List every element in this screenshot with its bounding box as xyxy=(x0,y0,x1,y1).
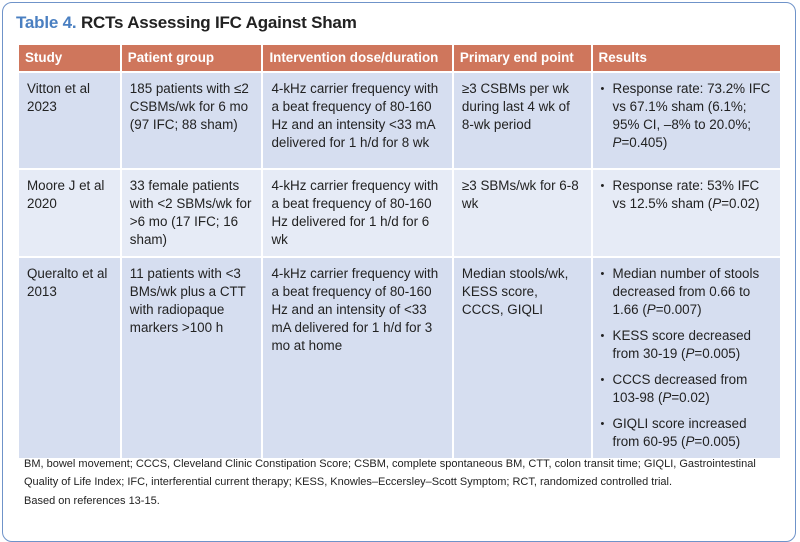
p-value-label: P xyxy=(685,346,695,361)
header-patient-group: Patient group xyxy=(119,43,264,73)
study-cell: Moore J et al 2020 xyxy=(17,168,122,258)
header-row: Study Patient group Intervention dose/du… xyxy=(17,43,783,73)
study-cell: Queralto et al 2013 xyxy=(17,256,122,460)
p-value-label: P xyxy=(646,302,656,317)
result-text: =0.007) xyxy=(655,302,702,317)
endpoint-cell: ≥3 SBMs/wk for 6-8 wk xyxy=(451,168,593,258)
p-value-label: P xyxy=(662,390,672,405)
study-cell: Vitton et al 2023 xyxy=(17,71,122,170)
results-cell: Response rate: 73.2% IFC vs 67.1% sham (… xyxy=(590,71,783,170)
result-text: KESS score decreased from 30-19 ( xyxy=(612,328,751,361)
table-label: Table 4. xyxy=(16,13,77,32)
p-value-label: P xyxy=(612,135,622,150)
result-text: Response rate: 53% IFC vs 12.5% sham ( xyxy=(612,178,760,211)
table-row: Moore J et al 2020 33 female patients wit… xyxy=(17,168,783,258)
result-item: Response rate: 73.2% IFC vs 67.1% sham (… xyxy=(601,80,772,152)
result-text: =0.02) xyxy=(671,390,710,405)
result-text: =0.02) xyxy=(721,196,760,211)
endpoint-cell: ≥3 CSBMs per wk during last 4 wk of 8-wk… xyxy=(451,71,593,170)
abbreviations: BM, bowel movement; CCCS, Cleveland Clin… xyxy=(24,458,756,488)
table-title: Table 4. RCTs Assessing IFC Against Sham xyxy=(16,13,357,33)
result-text: CCCS decreased from 103-98 ( xyxy=(612,372,748,405)
references: Based on references 13-15. xyxy=(24,495,160,507)
table-row: Queralto et al 2013 11 patients with <3 B… xyxy=(17,256,783,460)
header-results: Results xyxy=(590,43,783,73)
table-title-text: RCTs Assessing IFC Against Sham xyxy=(80,13,357,32)
p-value-label: P xyxy=(685,434,695,449)
result-text: =0.405) xyxy=(621,135,668,150)
footnotes: BM, bowel movement; CCCS, Cleveland Clin… xyxy=(24,456,784,511)
results-cell: Response rate: 53% IFC vs 12.5% sham (P=… xyxy=(590,168,783,258)
patient-group-cell: 185 patients with ≤2 CSBMs/wk for 6 mo (… xyxy=(119,71,264,170)
results-cell: Median number of stools decreased from 0… xyxy=(590,256,783,460)
endpoint-cell: Median stools/wk, KESS score, CCCS, GIQL… xyxy=(451,256,593,460)
result-item: Response rate: 53% IFC vs 12.5% sham (P=… xyxy=(601,177,772,213)
table-row: Vitton et al 2023 185 patients with ≤2 CS… xyxy=(17,71,783,170)
patient-group-cell: 33 female patients with <2 SBMs/wk for >… xyxy=(119,168,264,258)
header-study: Study xyxy=(17,43,122,73)
patient-group-cell: 11 patients with <3 BMs/wk plus a CTT wi… xyxy=(119,256,264,460)
intervention-cell: 4-kHz carrier frequency with a beat freq… xyxy=(261,71,454,170)
header-endpoint: Primary end point xyxy=(451,43,593,73)
header-intervention: Intervention dose/duration xyxy=(261,43,454,73)
intervention-cell: 4-kHz carrier frequency with a beat freq… xyxy=(261,168,454,258)
result-text: =0.005) xyxy=(694,346,741,361)
rct-table: Study Patient group Intervention dose/du… xyxy=(17,43,783,460)
intervention-cell: 4-kHz carrier frequency with a beat freq… xyxy=(261,256,454,460)
result-item: Median number of stools decreased from 0… xyxy=(601,265,772,319)
result-text: =0.005) xyxy=(694,434,741,449)
result-item: GIQLI score increased from 60-95 (P=0.00… xyxy=(601,415,772,451)
result-item: CCCS decreased from 103-98 (P=0.02) xyxy=(601,371,772,407)
result-text: Median number of stools decreased from 0… xyxy=(612,266,760,317)
result-text: GIQLI score increased from 60-95 ( xyxy=(612,416,747,449)
p-value-label: P xyxy=(712,196,722,211)
result-text: Response rate: 73.2% IFC vs 67.1% sham (… xyxy=(612,81,771,132)
result-item: KESS score decreased from 30-19 (P=0.005… xyxy=(601,327,772,363)
